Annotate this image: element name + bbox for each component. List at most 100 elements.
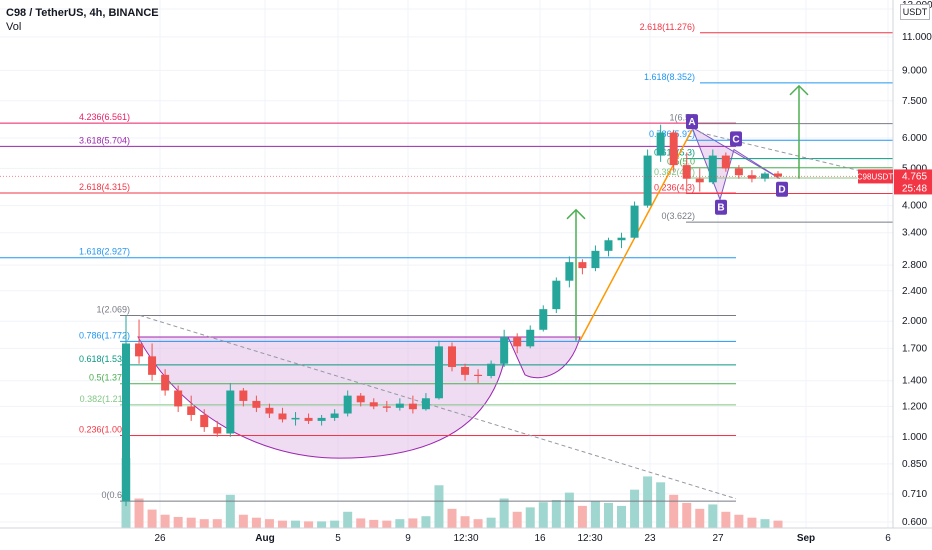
candle-body xyxy=(604,240,613,251)
pattern-point-label: D xyxy=(778,185,785,196)
fib-level-label: 2.618(11.276) xyxy=(640,22,695,32)
volume-bar xyxy=(264,519,274,528)
y-axis-tick-label: 1.400 xyxy=(902,376,927,387)
volume-bar xyxy=(577,505,587,528)
volume-bar xyxy=(590,501,600,528)
candle-body xyxy=(239,390,248,401)
volume-bar xyxy=(525,507,535,528)
y-axis-tick-label: 2.400 xyxy=(902,286,927,297)
volume-bar xyxy=(186,517,196,528)
candle-body xyxy=(747,175,756,179)
target-arrow-head xyxy=(789,84,809,96)
candle-body xyxy=(304,417,313,421)
candle-body xyxy=(695,178,704,183)
y-axis-tick-label: 1.200 xyxy=(902,401,927,412)
price-tag-countdown: 25:48 xyxy=(902,183,927,194)
volume-bar xyxy=(408,518,418,528)
y-axis-tick-label: 0.600 xyxy=(902,517,927,528)
candle-body xyxy=(487,363,496,376)
volume-bar xyxy=(617,505,627,528)
volume-bar xyxy=(512,511,522,528)
volume-bar xyxy=(643,476,653,528)
candle-body xyxy=(187,406,196,415)
volume-bar xyxy=(304,521,314,528)
volume-bar xyxy=(434,485,444,528)
candle-body xyxy=(330,413,339,418)
volume-bar xyxy=(773,520,783,528)
candle-body xyxy=(278,413,287,420)
volume-bar xyxy=(564,492,574,528)
volume-indicator-label[interactable]: Vol xyxy=(6,21,22,33)
fib-level-label: 0.382(1.211) xyxy=(80,394,130,404)
volume-bar xyxy=(343,511,353,528)
price-tag-value: 4.765 xyxy=(902,171,927,182)
volume-bar xyxy=(760,519,770,528)
candle-body xyxy=(291,417,300,420)
volume-bar xyxy=(147,509,157,528)
candle-body xyxy=(317,417,326,421)
volume-bar xyxy=(603,502,613,528)
candle-body xyxy=(382,406,391,408)
candle-body xyxy=(434,346,443,399)
handle-pattern xyxy=(507,336,581,379)
candle-body xyxy=(421,398,430,410)
volume-bar xyxy=(460,516,470,528)
candle-body xyxy=(474,374,483,376)
fib-level-label: 1(6.54 xyxy=(669,113,695,123)
x-axis-tick-label: 26 xyxy=(154,533,166,544)
candle-body xyxy=(395,403,404,408)
pattern-point-badge xyxy=(686,114,698,130)
symbol-title[interactable]: C98 / TetherUS, 4h, BINANCE xyxy=(6,7,159,19)
volume-bar xyxy=(317,521,327,528)
candle-body xyxy=(617,237,626,241)
volume-bar xyxy=(330,520,340,528)
fib-level-label: 0.618(1.539) xyxy=(79,354,130,364)
candle-body xyxy=(448,346,456,367)
volume-bar xyxy=(199,519,209,528)
volume-bar xyxy=(551,500,561,528)
candle-body xyxy=(252,400,261,408)
fib-level-label: 1.618(2.927) xyxy=(79,247,130,257)
candle-body xyxy=(461,366,470,375)
candle-body xyxy=(174,390,183,407)
x-axis-tick-label: 6 xyxy=(885,533,891,544)
candle-body xyxy=(356,395,365,403)
candle-body xyxy=(500,336,509,364)
x-axis-tick-label: 5 xyxy=(335,533,341,544)
candle-body xyxy=(591,250,600,269)
pattern-point-badge xyxy=(776,181,788,197)
candle-body xyxy=(565,262,574,281)
candle-body xyxy=(122,343,130,502)
candle-body xyxy=(343,395,352,414)
volume-bar xyxy=(734,514,744,528)
x-axis-tick-label: 27 xyxy=(712,533,724,544)
fib-level-label: 2.618(4.315) xyxy=(79,182,130,192)
candle-body xyxy=(760,173,769,179)
volume-bar xyxy=(160,514,170,528)
y-axis-tick-label: 3.400 xyxy=(902,228,927,239)
fib-level-label: 4.236(6.561) xyxy=(79,112,130,122)
y-axis-tick-label: 11.000 xyxy=(902,32,932,43)
fib-level-label: 0(0.68) xyxy=(101,490,130,500)
volume-bar xyxy=(395,519,405,528)
candle-body xyxy=(200,414,209,428)
pattern-point-badge xyxy=(715,199,727,215)
currency-badge[interactable]: USDT xyxy=(900,4,930,20)
volume-bar xyxy=(382,520,392,528)
downtrend-line xyxy=(139,314,737,500)
volume-bar xyxy=(225,494,235,528)
target-arrow-head xyxy=(566,208,586,220)
candle-body xyxy=(213,427,222,434)
volume-bar xyxy=(656,482,666,528)
candle-body xyxy=(513,336,522,347)
y-axis-tick-label: 1.700 xyxy=(902,343,927,354)
volume-bar xyxy=(212,519,222,528)
volume-bar xyxy=(356,518,366,528)
volume-bar xyxy=(134,498,144,528)
candle-body xyxy=(226,390,235,434)
volume-bar xyxy=(486,517,496,528)
candle-body xyxy=(643,155,652,206)
candle-body xyxy=(148,356,157,375)
y-axis-tick-label: 4.000 xyxy=(902,201,927,212)
